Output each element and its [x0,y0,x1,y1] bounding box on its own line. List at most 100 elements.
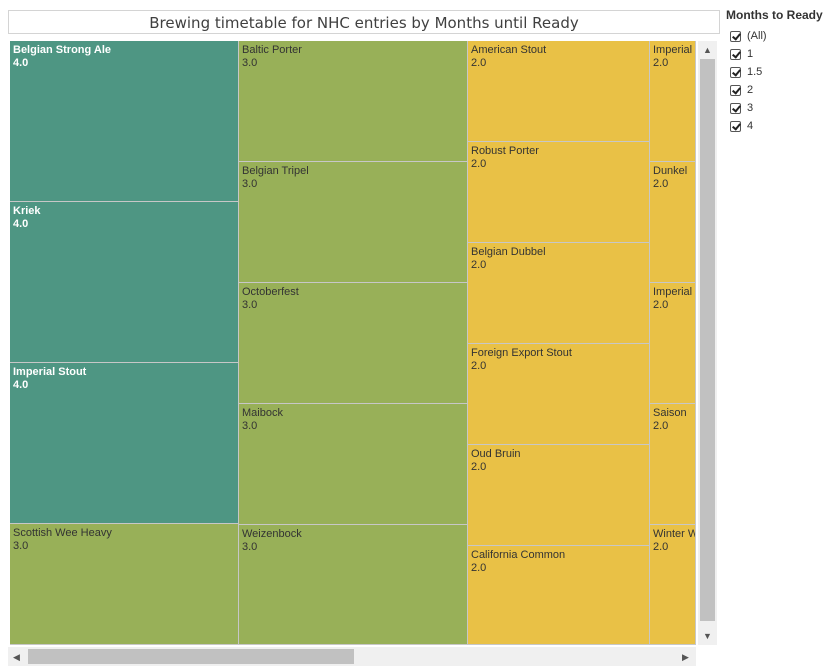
cell-label: American Stout 2.0 [471,44,546,70]
vertical-scrollbar[interactable]: ▲ ▼ [698,41,717,645]
cell-name: Scottish Wee Heavy [13,527,112,539]
cell-value: 2.0 [653,178,669,190]
cell-label: California Common 2.0 [471,549,565,575]
treemap-cell[interactable]: Maibock 3.0 [239,404,468,525]
cell-name: Imperial Stout [13,366,87,378]
treemap-cell[interactable]: Saison 2.0 [650,404,696,525]
cell-value: 4.0 [13,379,29,391]
cell-value: 3.0 [242,420,258,432]
cell-value: 2.0 [653,420,669,432]
cell-value: 2.0 [653,299,669,311]
horizontal-scrollbar[interactable]: ◀ ▶ [8,647,696,666]
cell-name: Belgian Dubbel [471,246,546,258]
cell-label: Belgian Dubbel 2.0 [471,246,546,272]
scroll-down-arrow-icon[interactable]: ▼ [703,631,712,641]
cell-name: Imperial I [653,44,696,56]
treemap-cell[interactable]: American Stout 2.0 [468,41,650,142]
legend-item-label: (All) [747,30,767,42]
scroll-left-arrow-icon[interactable]: ◀ [13,652,20,662]
legend-item-2[interactable]: 2 [726,81,830,99]
treemap-cell[interactable]: Imperial I 2.0 [650,283,696,404]
cell-label: Belgian Strong Ale 4.0 [13,44,111,70]
cell-label: Saison 2.0 [653,407,687,433]
cell-label: Octoberfest 3.0 [242,286,299,312]
treemap-cell[interactable]: Scottish Wee Heavy 3.0 [10,524,239,645]
treemap-cell[interactable]: Baltic Porter 3.0 [239,41,468,162]
legend-item-label: 3 [747,102,754,114]
cell-name: Robust Porter [471,145,539,157]
treemap-cell[interactable]: Imperial Stout 4.0 [10,363,239,524]
cell-value: 2.0 [471,461,487,473]
scroll-up-arrow-icon[interactable]: ▲ [703,45,712,55]
treemap-cell[interactable]: California Common 2.0 [468,546,650,645]
checkbox-checked-icon[interactable] [730,120,741,132]
legend-item-1-5[interactable]: 1.5 [726,63,830,81]
cell-value: 4.0 [13,57,29,69]
cell-name: Foreign Export Stout [471,347,572,359]
cell-name: Winter W [653,528,696,540]
cell-name: Kriek [13,205,41,217]
cell-value: 2.0 [471,259,487,271]
cell-label: Maibock 3.0 [242,407,283,433]
legend-item-label: 2 [747,84,754,96]
cell-label: Imperial I 2.0 [653,286,696,312]
legend-item-label: 1 [747,48,754,60]
scroll-right-arrow-icon[interactable]: ▶ [682,652,689,662]
cell-value: 2.0 [471,158,487,170]
checkbox-checked-icon[interactable] [730,30,741,42]
treemap-cell[interactable]: Imperial I 2.0 [650,41,696,162]
cell-value: 2.0 [653,541,669,553]
treemap-cell[interactable]: Dunkel 2.0 [650,162,696,283]
cell-label: Winter W 2.0 [653,528,696,554]
cell-name: Belgian Tripel [242,165,309,177]
treemap-cell[interactable]: Winter W 2.0 [650,525,696,645]
cell-name: Octoberfest [242,286,299,298]
cell-value: 2.0 [653,57,669,69]
cell-name: Dunkel [653,165,688,177]
treemap-cell[interactable]: Oud Bruin 2.0 [468,445,650,546]
cell-label: Robust Porter 2.0 [471,145,539,171]
chart-title: Brewing timetable for NHC entries by Mon… [149,14,579,32]
legend-item-3[interactable]: 3 [726,99,830,117]
cell-label: Weizenbock 3.0 [242,528,302,554]
cell-label: Baltic Porter 3.0 [242,44,302,70]
treemap-cell[interactable]: Foreign Export Stout 2.0 [468,344,650,445]
legend-item-label: 1.5 [747,66,763,78]
vertical-scroll-thumb[interactable] [700,59,715,621]
treemap[interactable]: Belgian Strong Ale 4.0 Kriek 4.0 Imperial St… [10,41,696,645]
cell-value: 3.0 [242,299,258,311]
chart-title-box: Brewing timetable for NHC entries by Mon… [8,10,720,34]
checkbox-checked-icon[interactable] [730,48,741,60]
cell-label: Belgian Tripel 3.0 [242,165,309,191]
checkbox-checked-icon[interactable] [730,102,741,114]
legend: Months to Ready (All) 1 1.5 2 3 4 [726,8,830,135]
treemap-cell[interactable]: Octoberfest 3.0 [239,283,468,404]
cell-name: Saison [653,407,687,419]
checkbox-checked-icon[interactable] [730,66,741,78]
legend-item-1[interactable]: 1 [726,45,830,63]
treemap-cell[interactable]: Kriek 4.0 [10,202,239,363]
cell-name: Oud Bruin [471,448,521,460]
treemap-cell[interactable]: Belgian Tripel 3.0 [239,162,468,283]
cell-label: Oud Bruin 2.0 [471,448,521,474]
treemap-cell[interactable]: Belgian Dubbel 2.0 [468,243,650,344]
cell-label: Kriek 4.0 [13,205,41,231]
cell-name: Imperial I [653,286,696,298]
treemap-cell[interactable]: Robust Porter 2.0 [468,142,650,243]
cell-label: Foreign Export Stout 2.0 [471,347,572,373]
legend-item-all[interactable]: (All) [726,27,830,45]
cell-value: 2.0 [471,57,487,69]
cell-value: 2.0 [471,562,487,574]
horizontal-scroll-thumb[interactable] [28,649,354,664]
cell-value: 3.0 [242,178,258,190]
cell-name: American Stout [471,44,547,56]
cell-name: Baltic Porter [242,44,302,56]
cell-label: Imperial Stout 4.0 [13,366,86,392]
checkbox-checked-icon[interactable] [730,84,741,96]
treemap-cell[interactable]: Weizenbock 3.0 [239,525,468,645]
legend-item-4[interactable]: 4 [726,117,830,135]
treemap-cell[interactable]: Belgian Strong Ale 4.0 [10,41,239,202]
cell-value: 3.0 [242,57,258,69]
cell-name: Belgian Strong Ale [13,44,111,56]
cell-name: Weizenbock [242,528,302,540]
